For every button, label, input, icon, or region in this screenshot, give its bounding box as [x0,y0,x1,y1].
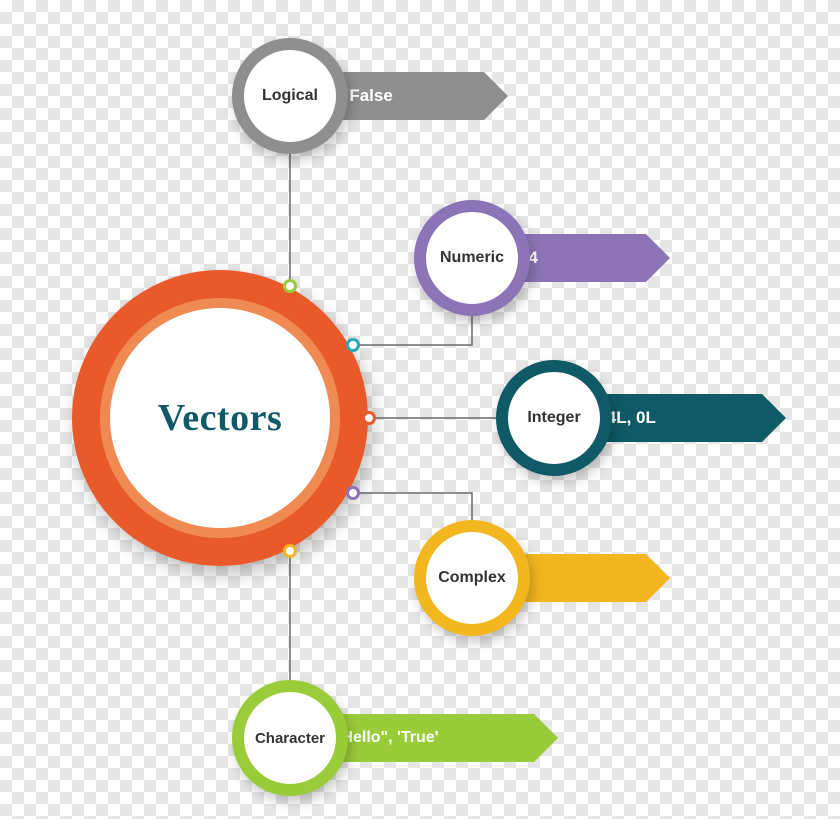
node-character: Character [232,680,348,796]
node-logical: Logical [232,38,348,154]
diagram-stage: True, False5, 3.142L, 34L, 0L3 + 2i'a' ,… [0,0,840,819]
banner-numeric-arrow-tip [646,234,670,282]
node-numeric: Numeric [414,200,530,316]
node-integer: Integer [496,360,612,476]
node-integer-label: Integer [527,409,580,427]
hub-circle: Vectors [72,270,368,566]
connector-dot-complex [346,486,360,500]
node-complex-label: Complex [438,569,506,587]
connector-dot-character [283,544,297,558]
node-character-label: Character [255,730,325,747]
connector-dot-numeric [346,338,360,352]
banner-logical-arrow-tip [484,72,508,120]
node-numeric-label: Numeric [440,249,504,267]
connector-dot-logical [283,279,297,293]
connector-dot-integer [362,411,376,425]
hub-label: Vectors [158,396,283,440]
node-complex: Complex [414,520,530,636]
banner-complex-arrow-tip [646,554,670,602]
node-logical-label: Logical [262,87,318,105]
banner-character-arrow-tip [534,714,558,762]
banner-integer-arrow-tip [762,394,786,442]
